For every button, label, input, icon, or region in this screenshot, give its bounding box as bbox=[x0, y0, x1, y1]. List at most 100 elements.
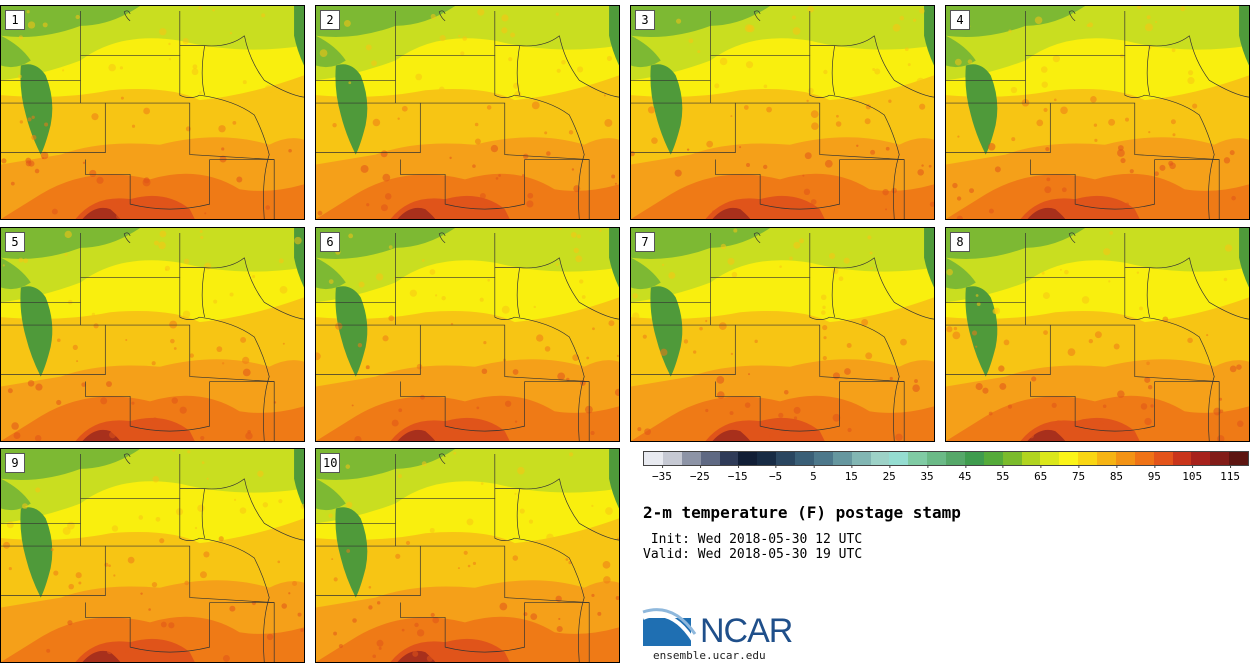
temp-speckle bbox=[792, 27, 801, 35]
state-border bbox=[1189, 35, 1249, 98]
temp-speckle bbox=[615, 596, 619, 600]
temp-speckle bbox=[745, 61, 754, 69]
temp-speckle bbox=[714, 83, 720, 89]
temp-speckle bbox=[449, 156, 452, 160]
colorbar-segment bbox=[1040, 452, 1060, 465]
temp-speckle bbox=[1119, 53, 1125, 59]
temp-speckle bbox=[1061, 187, 1067, 193]
temp-speckle bbox=[484, 431, 492, 438]
temp-speckle bbox=[1003, 339, 1010, 346]
state-border bbox=[199, 537, 270, 662]
temp-speckle bbox=[514, 420, 518, 423]
temp-speckle bbox=[463, 550, 468, 555]
temp-speckle bbox=[458, 34, 461, 38]
temp-speckle bbox=[6, 521, 14, 529]
temp-speckle bbox=[822, 324, 828, 331]
state-border bbox=[715, 159, 840, 210]
state-border bbox=[395, 453, 496, 499]
temp-speckle bbox=[847, 427, 852, 433]
temp-speckle bbox=[483, 341, 487, 345]
colorbar-ticks: −35 −25 −15 −5 5 15 25 35 45 55 65 75 85 95 105 115 bbox=[643, 465, 1249, 488]
colorbar-tick-label: −25 bbox=[690, 465, 710, 483]
temp-speckle bbox=[64, 253, 68, 256]
temp-speckle bbox=[416, 629, 425, 637]
temp-speckle bbox=[1067, 348, 1076, 356]
state-border bbox=[494, 498, 515, 541]
temp-speckle bbox=[832, 268, 839, 275]
temp-speckle bbox=[138, 515, 144, 520]
temp-speckle bbox=[257, 470, 264, 477]
temp-speckle bbox=[1219, 397, 1223, 401]
temp-speckle bbox=[183, 212, 186, 215]
state-border bbox=[839, 381, 905, 441]
temp-speckle bbox=[197, 504, 205, 512]
temp-speckle bbox=[717, 391, 725, 399]
state-border bbox=[524, 602, 590, 662]
temp-speckle bbox=[240, 336, 247, 343]
colorbar-tick-label: −5 bbox=[769, 465, 782, 483]
temp-speckle bbox=[127, 556, 135, 564]
state-border bbox=[1, 102, 275, 160]
temp-speckle bbox=[153, 240, 159, 246]
colorbar-tick-label: 95 bbox=[1148, 465, 1161, 483]
temp-speckle bbox=[203, 551, 210, 558]
temperature-colorbar bbox=[643, 451, 1249, 466]
temp-speckle bbox=[952, 182, 958, 189]
temp-speckle bbox=[264, 85, 273, 93]
temp-speckle bbox=[603, 576, 611, 584]
colorbar-segment bbox=[1172, 452, 1192, 465]
temp-speckle bbox=[504, 400, 512, 407]
temp-speckle bbox=[558, 617, 561, 620]
state-border bbox=[123, 453, 131, 465]
temp-speckle bbox=[148, 608, 151, 611]
member-map-10: 10 bbox=[315, 448, 620, 663]
colorbar-segment bbox=[1210, 452, 1230, 465]
mountain-cold bbox=[335, 507, 368, 598]
temp-speckle bbox=[899, 15, 905, 21]
state-border bbox=[201, 267, 205, 318]
temp-speckle bbox=[388, 315, 395, 322]
temp-speckle bbox=[954, 58, 962, 66]
temp-speckle bbox=[22, 503, 28, 509]
temp-speckle bbox=[332, 123, 337, 128]
temp-speckle bbox=[569, 452, 574, 457]
temp-speckle bbox=[380, 150, 388, 158]
colorbar-segment bbox=[1021, 452, 1041, 465]
colorbar-segment bbox=[644, 452, 663, 465]
temp-speckle bbox=[143, 107, 151, 115]
temp-speckle bbox=[472, 561, 477, 566]
colorbar-segment bbox=[719, 452, 739, 465]
temp-speckle bbox=[125, 338, 128, 341]
mountain-cold bbox=[1, 35, 31, 68]
temp-speckle bbox=[822, 305, 826, 310]
temp-speckle bbox=[18, 35, 23, 40]
state-border bbox=[494, 478, 560, 490]
state-border bbox=[400, 381, 525, 432]
temp-speckle bbox=[212, 8, 215, 12]
temp-speckle bbox=[568, 561, 572, 565]
mountain-cold bbox=[20, 64, 53, 155]
temp-speckle bbox=[1028, 433, 1035, 439]
temp-speckle bbox=[1010, 86, 1018, 94]
temp-speckle bbox=[528, 519, 534, 524]
temp-speckle bbox=[603, 94, 606, 97]
temp-speckle bbox=[870, 149, 876, 155]
temp-speckle bbox=[1060, 106, 1068, 115]
temp-speckle bbox=[802, 174, 805, 177]
temp-speckle bbox=[62, 526, 71, 535]
temp-speckle bbox=[368, 605, 373, 610]
temp-speckle bbox=[1113, 343, 1120, 350]
colorbar-segment bbox=[851, 452, 871, 465]
temp-speckle bbox=[982, 387, 989, 394]
temp-speckle bbox=[1150, 404, 1154, 408]
state-border bbox=[1154, 159, 1220, 219]
temp-speckle bbox=[3, 541, 11, 549]
temp-speckle bbox=[1187, 77, 1195, 85]
temp-speckle bbox=[992, 308, 998, 314]
mountain-cold bbox=[316, 35, 346, 68]
temp-speckle bbox=[57, 338, 61, 343]
temp-speckle bbox=[365, 44, 372, 51]
temp-speckle bbox=[644, 428, 651, 436]
temp-speckle bbox=[498, 174, 501, 177]
temp-speckle bbox=[1109, 231, 1113, 235]
